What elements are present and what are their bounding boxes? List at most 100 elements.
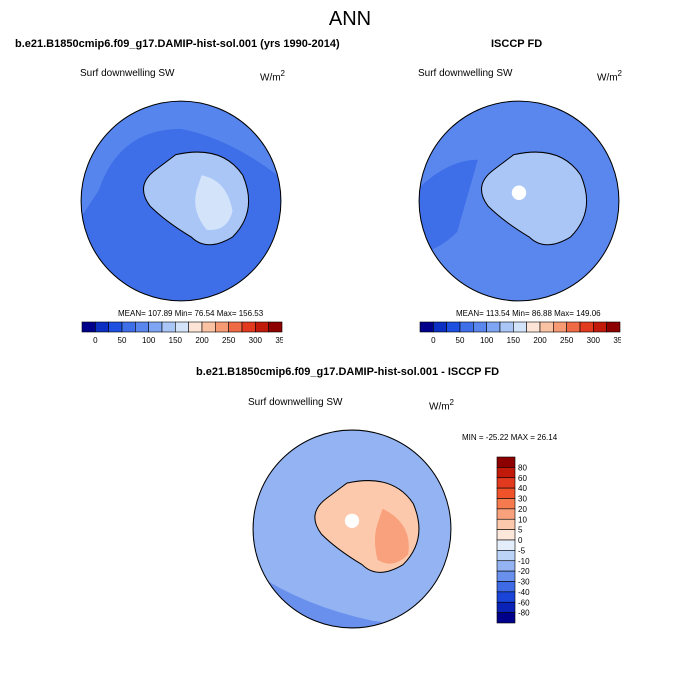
colorbar-swatch [526, 321, 541, 333]
page-title: ANN [328, 8, 372, 30]
obs-variable-label: Surf downwelling SW [418, 68, 513, 79]
colorbar-swatch [496, 508, 516, 520]
obs-map-border [418, 100, 620, 302]
colorbar-swatch [496, 601, 516, 613]
obs-units-label: W/m2 [597, 69, 622, 84]
colorbar-swatch [201, 321, 216, 333]
colorbar-tick-label: 0 [518, 536, 523, 545]
colorbar-swatch [446, 321, 461, 333]
colorbar-swatch [496, 456, 516, 468]
colorbar-swatch [553, 321, 567, 333]
colorbar-tick-label: 20 [518, 505, 527, 514]
model-map [80, 100, 282, 302]
model-colorbar: 0 50 100 150 200 250 300 350 [81, 321, 283, 345]
colorbar-tick-label: 150 [169, 336, 183, 345]
colorbar-tick-label: 0 [93, 336, 98, 345]
obs-continent-fill [481, 152, 587, 245]
colorbar-swatch [95, 321, 109, 333]
colorbar-swatch [499, 321, 514, 333]
colorbar-swatch [496, 477, 516, 489]
colorbar-swatch [459, 321, 474, 333]
diff-warm-region [374, 508, 409, 564]
colorbar-tick-label: 50 [118, 336, 127, 345]
colorbar-swatch [579, 321, 594, 333]
colorbar-swatch [496, 560, 516, 572]
colorbar-swatch [473, 321, 487, 333]
colorbar-tick-label: 350 [275, 336, 283, 345]
colorbar-tick-label: 150 [507, 336, 521, 345]
colorbar-tick-label: -5 [518, 546, 526, 555]
colorbar-swatch [496, 612, 516, 624]
colorbar-swatch [513, 321, 527, 333]
colorbar-swatch [496, 581, 516, 593]
colorbar-swatch [539, 321, 554, 333]
colorbar-swatch [496, 570, 516, 582]
colorbar-tick-label: -10 [518, 557, 530, 566]
colorbar-swatch [496, 550, 516, 562]
colorbar-tick-label: -60 [518, 598, 530, 607]
colorbar-tick-label: -40 [518, 588, 530, 597]
colorbar-tick-label: -30 [518, 578, 530, 587]
colorbar-swatch [486, 321, 501, 333]
colorbar-swatch [255, 321, 269, 333]
colorbar-tick-label: 60 [518, 474, 527, 483]
model-coastline [143, 151, 250, 246]
model-units-label: W/m2 [260, 69, 285, 84]
obs-map [418, 100, 620, 302]
colorbar-swatch [496, 498, 516, 510]
model-panel-title: b.e21.B1850cmip6.f09_g17.DAMIP-hist-sol.… [15, 38, 340, 50]
colorbar-swatch [496, 539, 516, 551]
colorbar-tick-label: 350 [613, 336, 621, 345]
diff-map [252, 429, 452, 629]
colorbar-tick-label: 200 [195, 336, 209, 345]
colorbar-swatch [268, 321, 283, 333]
diff-panel-title: b.e21.B1850cmip6.f09_g17.DAMIP-hist-sol.… [196, 366, 500, 378]
obs-panel-title: ISCCP FD [491, 38, 543, 50]
colorbar-tick-label: 100 [480, 336, 494, 345]
colorbar-tick-label: 200 [533, 336, 547, 345]
colorbar-swatch [496, 487, 516, 499]
colorbar-tick-label: 300 [587, 336, 601, 345]
colorbar-swatch [81, 321, 96, 333]
diff-pole-hole [344, 513, 360, 528]
colorbar-swatch [496, 529, 516, 541]
model-map-border [80, 100, 282, 302]
model-variable-label: Surf downwelling SW [80, 68, 175, 79]
colorbar-swatch [593, 321, 607, 333]
colorbar-tick-label: 80 [518, 463, 527, 472]
colorbar-swatch [188, 321, 203, 333]
colorbar-swatch [215, 321, 229, 333]
obs-stats: MEAN= 113.54 Min= 86.88 Max= 149.06 [456, 309, 601, 318]
obs-coastline [481, 151, 588, 246]
colorbar-swatch [161, 321, 176, 333]
obs-shade-band [419, 159, 478, 253]
colorbar-tick-label: 250 [560, 336, 574, 345]
colorbar-tick-label: 250 [222, 336, 236, 345]
colorbar-swatch [496, 467, 516, 479]
colorbar-swatch [496, 591, 516, 603]
colorbar-tick-label: 50 [456, 336, 465, 345]
colorbar-swatch [148, 321, 163, 333]
colorbar-swatch [419, 321, 434, 333]
diff-map-border [252, 429, 452, 629]
model-interior-fill [195, 175, 233, 231]
colorbar-tick-label: 300 [249, 336, 263, 345]
diff-units-label: W/m2 [429, 398, 454, 413]
colorbar-swatch [228, 321, 243, 333]
colorbar-tick-label: -20 [518, 567, 530, 576]
model-shade-band [81, 101, 281, 222]
colorbar-tick-label: 5 [518, 526, 523, 535]
colorbar-tick-label: -80 [518, 609, 530, 618]
colorbar-swatch [496, 518, 516, 530]
colorbar-swatch [433, 321, 447, 333]
diff-coastline [314, 480, 420, 573]
colorbar-tick-label: 10 [518, 515, 527, 524]
colorbar-swatch [241, 321, 256, 333]
colorbar-swatch [606, 321, 621, 333]
obs-pole-hole [511, 185, 527, 200]
colorbar-tick-label: 40 [518, 484, 527, 493]
colorbar-tick-label: 30 [518, 495, 527, 504]
colorbar-swatch [175, 321, 189, 333]
colorbar-tick-label: 100 [142, 336, 156, 345]
